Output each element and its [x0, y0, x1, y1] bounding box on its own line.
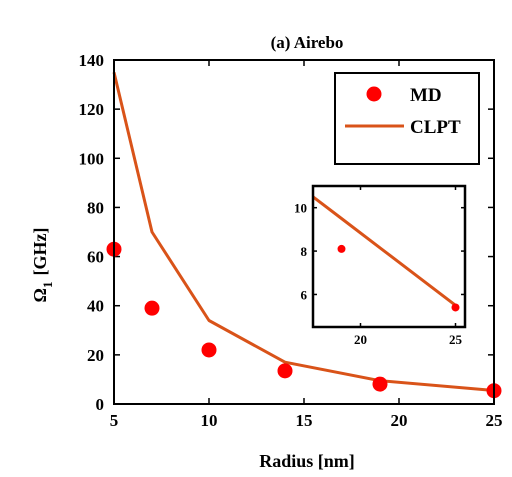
series-line-clpt — [112, 71, 495, 392]
inset-y-tick-label: 6 — [301, 287, 308, 302]
inset-x-tick-label: 20 — [354, 332, 367, 347]
inset-frame — [311, 184, 467, 329]
data-point-md — [372, 376, 388, 392]
chart-title: (a) Airebo — [271, 33, 344, 52]
data-point-md — [201, 342, 217, 358]
inset-x-tick-label: 25 — [449, 332, 463, 347]
y-axis-label-symbol: Ω — [30, 288, 50, 302]
legend: MD CLPT — [334, 72, 480, 165]
legend-box — [334, 72, 480, 165]
x-tick-label: 5 — [110, 411, 119, 430]
y-tick-label: 100 — [79, 149, 105, 168]
inset-data-point-0 — [451, 303, 460, 312]
legend-md-marker — [366, 86, 382, 102]
inset-plot-area: 20 25 6 8 10 — [294, 184, 467, 347]
legend-md-label: MD — [410, 85, 442, 106]
inset-series-line-1 — [312, 195, 457, 307]
x-tick-label: 25 — [486, 411, 503, 430]
y-tick-label: 0 — [96, 395, 105, 414]
y-tick-label: 60 — [87, 248, 104, 267]
svg-text:Ω1[GHz]: Ω1 [GHz] — [30, 228, 55, 303]
y-tick-label: 140 — [79, 51, 105, 70]
data-point-md — [277, 363, 293, 379]
y-tick-label: 40 — [87, 297, 104, 316]
x-axis-label: Radius [nm] — [259, 451, 355, 471]
frame — [113, 59, 495, 405]
x-tick-label: 15 — [296, 411, 313, 430]
legend-clpt-label: CLPT — [410, 117, 461, 138]
y-axis-label-subscript: 1 — [40, 282, 55, 289]
inset-y-tick-label: 10 — [294, 201, 307, 216]
y-tick-label: 80 — [87, 198, 104, 217]
y-axis-label-group: Ω1 [GHz] — [30, 228, 55, 303]
inset-y-tick-label: 8 — [301, 244, 308, 259]
y-tick-label: 20 — [87, 346, 104, 365]
inset-data-point-0 — [337, 244, 346, 253]
x-tick-label: 20 — [391, 411, 408, 430]
y-axis-label-unit: [GHz] — [30, 228, 50, 276]
y-tick-label: 120 — [79, 100, 105, 119]
data-point-md — [144, 300, 160, 316]
x-tick-label: 10 — [201, 411, 218, 430]
